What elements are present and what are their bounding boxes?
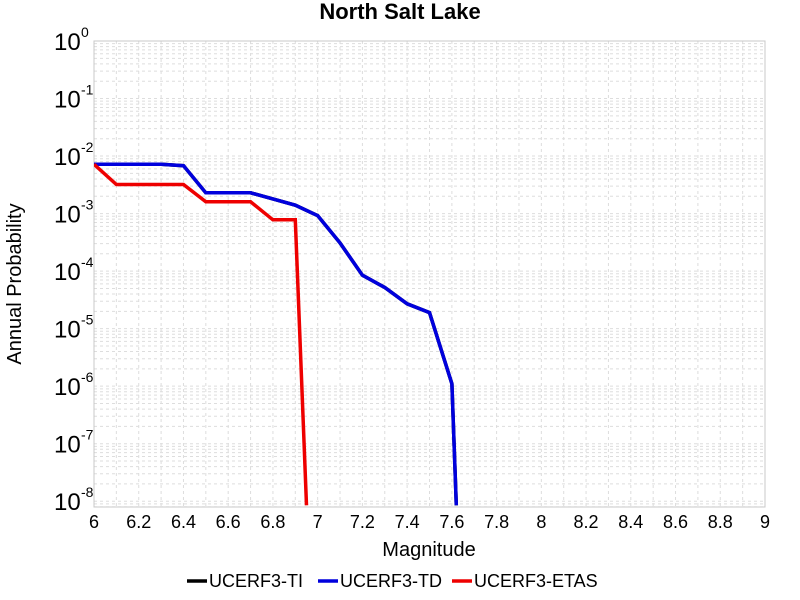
x-tick-label: 7.4	[395, 512, 420, 532]
x-tick-label: 6.6	[216, 512, 241, 532]
x-tick-label: 8.8	[708, 512, 733, 532]
plot-frame	[93, 40, 766, 508]
x-tick-label: 6	[89, 512, 99, 532]
x-tick-label: 6.2	[126, 512, 151, 532]
y-tick-exponent: -1	[81, 82, 94, 98]
y-tick-exponent: -4	[81, 254, 94, 270]
y-tick-exponent: -6	[81, 369, 94, 385]
y-tick-label: 10 -5	[54, 312, 94, 344]
legend-label: UCERF3-ETAS	[474, 571, 598, 591]
y-tick-base: 10	[54, 432, 81, 459]
x-tick-label: 6.4	[171, 512, 196, 532]
y-tick-exponent: 0	[81, 24, 89, 40]
x-tick-label: 7.2	[350, 512, 375, 532]
y-tick-base: 10	[54, 259, 81, 286]
y-tick-base: 10	[54, 29, 81, 56]
y-tick-base: 10	[54, 489, 81, 516]
x-axis-ticks: 6 6.2 6.4 6.6 6.8 7 7.2 7.4 7.6 7.8 8 8.2 8.4 8.6 8.8 9	[89, 512, 770, 532]
y-tick-label: 10 -6	[54, 369, 94, 401]
y-tick-exponent: -8	[81, 484, 94, 500]
y-axis-label: Annual Probability	[4, 203, 26, 364]
y-tick-label: 10 -1	[54, 82, 94, 114]
y-tick-label: 10 -2	[54, 139, 94, 171]
y-tick-label: 10 -8	[54, 484, 94, 516]
legend-label: UCERF3-TD	[340, 571, 442, 591]
grid	[93, 41, 766, 508]
x-tick-label: 9	[760, 512, 770, 532]
legend-item: UCERF3-TD	[318, 571, 442, 591]
x-tick-label: 8.2	[574, 512, 599, 532]
series-line-ucerf3-td	[94, 162, 459, 506]
y-tick-base: 10	[54, 144, 81, 171]
x-tick-label: 7	[313, 512, 323, 532]
x-tick-label: 8	[536, 512, 546, 532]
legend: UCERF3-TI UCERF3-TD UCERF3-ETAS	[187, 571, 598, 591]
x-axis-label: Magnitude	[382, 539, 475, 561]
y-tick-exponent: -5	[81, 312, 94, 328]
series-line-ucerf3-ti	[94, 162, 459, 506]
x-tick-label: 7.6	[439, 512, 464, 532]
legend-item: UCERF3-TI	[187, 571, 303, 591]
x-tick-label: 7.8	[484, 512, 509, 532]
y-tick-exponent: -3	[81, 197, 94, 213]
y-tick-label: 10 -7	[54, 427, 94, 459]
y-tick-exponent: -7	[81, 427, 94, 443]
y-tick-label: 10 -3	[54, 197, 94, 229]
y-tick-base: 10	[54, 317, 81, 344]
series-line-ucerf3-etas	[94, 163, 309, 506]
y-tick-label: 10 0	[54, 24, 89, 56]
x-tick-label: 8.6	[663, 512, 688, 532]
legend-label: UCERF3-TI	[209, 571, 303, 591]
y-tick-base: 10	[54, 202, 81, 229]
x-tick-label: 8.4	[618, 512, 643, 532]
y-tick-base: 10	[54, 374, 81, 401]
x-tick-label: 6.8	[260, 512, 285, 532]
series-layer	[94, 162, 459, 506]
chart-title: North Salt Lake	[319, 0, 480, 24]
y-tick-label: 10 -4	[54, 254, 94, 286]
legend-item: UCERF3-ETAS	[452, 571, 598, 591]
y-tick-exponent: -2	[81, 139, 94, 155]
y-tick-base: 10	[54, 87, 81, 114]
